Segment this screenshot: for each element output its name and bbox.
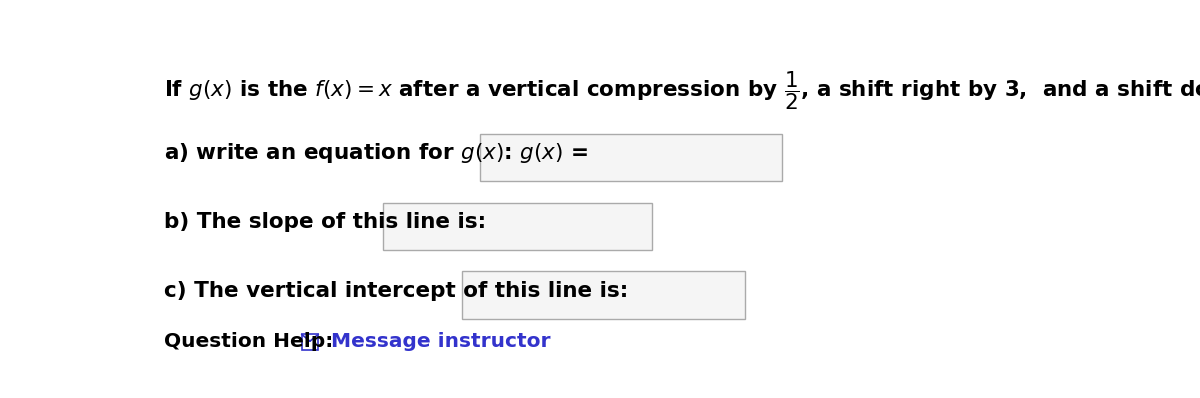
Text: If $g(x)$ is the $f(x) = x$ after a vertical compression by $\dfrac{1}{2}$, a sh: If $g(x)$ is the $f(x) = x$ after a vert…: [164, 69, 1200, 112]
Text: Question Help:: Question Help:: [164, 332, 334, 351]
Text: b) The slope of this line is:: b) The slope of this line is:: [164, 213, 486, 232]
Text: c) The vertical intercept of this line is:: c) The vertical intercept of this line i…: [164, 281, 629, 301]
FancyBboxPatch shape: [480, 134, 782, 181]
FancyBboxPatch shape: [462, 271, 745, 319]
Bar: [301, 334, 318, 349]
Text: a) write an equation for $g(x)$: $g(x)$ =: a) write an equation for $g(x)$: $g(x)$ …: [164, 141, 590, 166]
Text: Message instructor: Message instructor: [331, 332, 551, 351]
FancyBboxPatch shape: [383, 203, 653, 250]
